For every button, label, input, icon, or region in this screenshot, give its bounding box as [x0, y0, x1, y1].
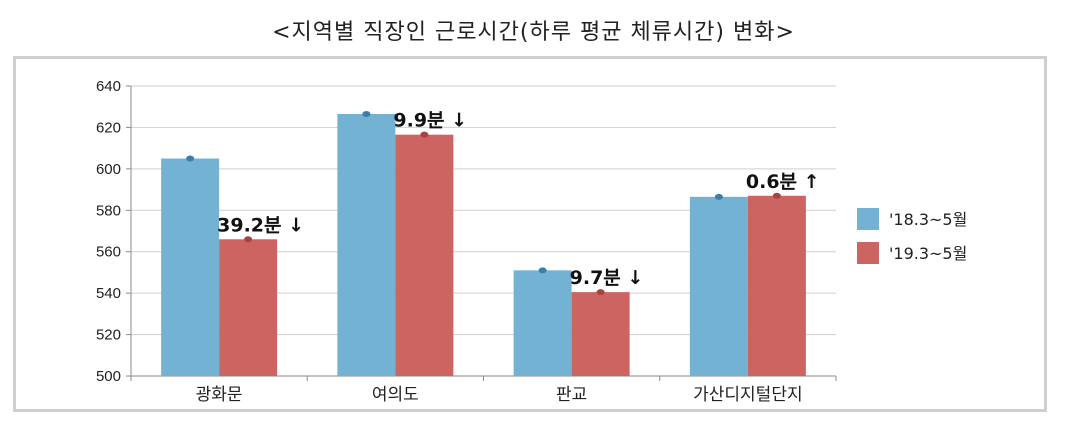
- bar-top-marker: [538, 267, 547, 274]
- y-tick-label: 580: [96, 202, 121, 219]
- bar-y2018-2: [513, 270, 572, 376]
- y-tick-label: 520: [96, 327, 121, 344]
- y-tick-label: 640: [96, 78, 121, 95]
- y-tick-label: 500: [96, 368, 121, 385]
- x-tick-label-2: 판교: [556, 385, 587, 405]
- x-tick-label-0: 광화문: [196, 385, 243, 405]
- change-label-1: 9.9분 ↓: [393, 110, 467, 132]
- legend-label-1: '19.3~5월: [889, 244, 967, 263]
- change-label-2: 9.7분 ↓: [570, 267, 644, 289]
- legend-swatch-0: [857, 208, 879, 230]
- legend-swatch-1: [857, 242, 879, 264]
- change-label-0: 39.2분 ↓: [217, 214, 304, 236]
- bar-y2018-1: [337, 113, 396, 376]
- y-tick-label: 560: [96, 244, 121, 261]
- bar-top-marker: [714, 193, 723, 200]
- change-label-3: 0.6분 ↑: [746, 171, 820, 193]
- bar-top-marker: [420, 131, 429, 138]
- y-tick-label: 600: [96, 161, 121, 178]
- bar-top-marker: [186, 155, 195, 162]
- legend-label-0: '18.3~5월: [889, 210, 967, 229]
- bar-y2019-0: [219, 239, 278, 376]
- y-tick-label: 540: [96, 285, 121, 302]
- bar-top-marker: [244, 236, 253, 243]
- bar-top-marker: [772, 192, 781, 199]
- y-tick-label: 620: [96, 119, 121, 136]
- x-tick-label-3: 가산디지털단지: [693, 385, 802, 405]
- bar-y2018-3: [689, 196, 748, 376]
- bar-y2019-2: [571, 292, 630, 376]
- x-tick-label-1: 여의도: [372, 385, 419, 405]
- bar-y2019-3: [747, 195, 806, 376]
- chart-title: <지역별 직장인 근로시간(하루 평균 체류시간) 변화>: [272, 20, 795, 45]
- bar-y2019-1: [395, 134, 454, 376]
- bar-top-marker: [362, 110, 371, 117]
- bar-y2018-0: [161, 158, 220, 376]
- bar-top-marker: [596, 289, 605, 296]
